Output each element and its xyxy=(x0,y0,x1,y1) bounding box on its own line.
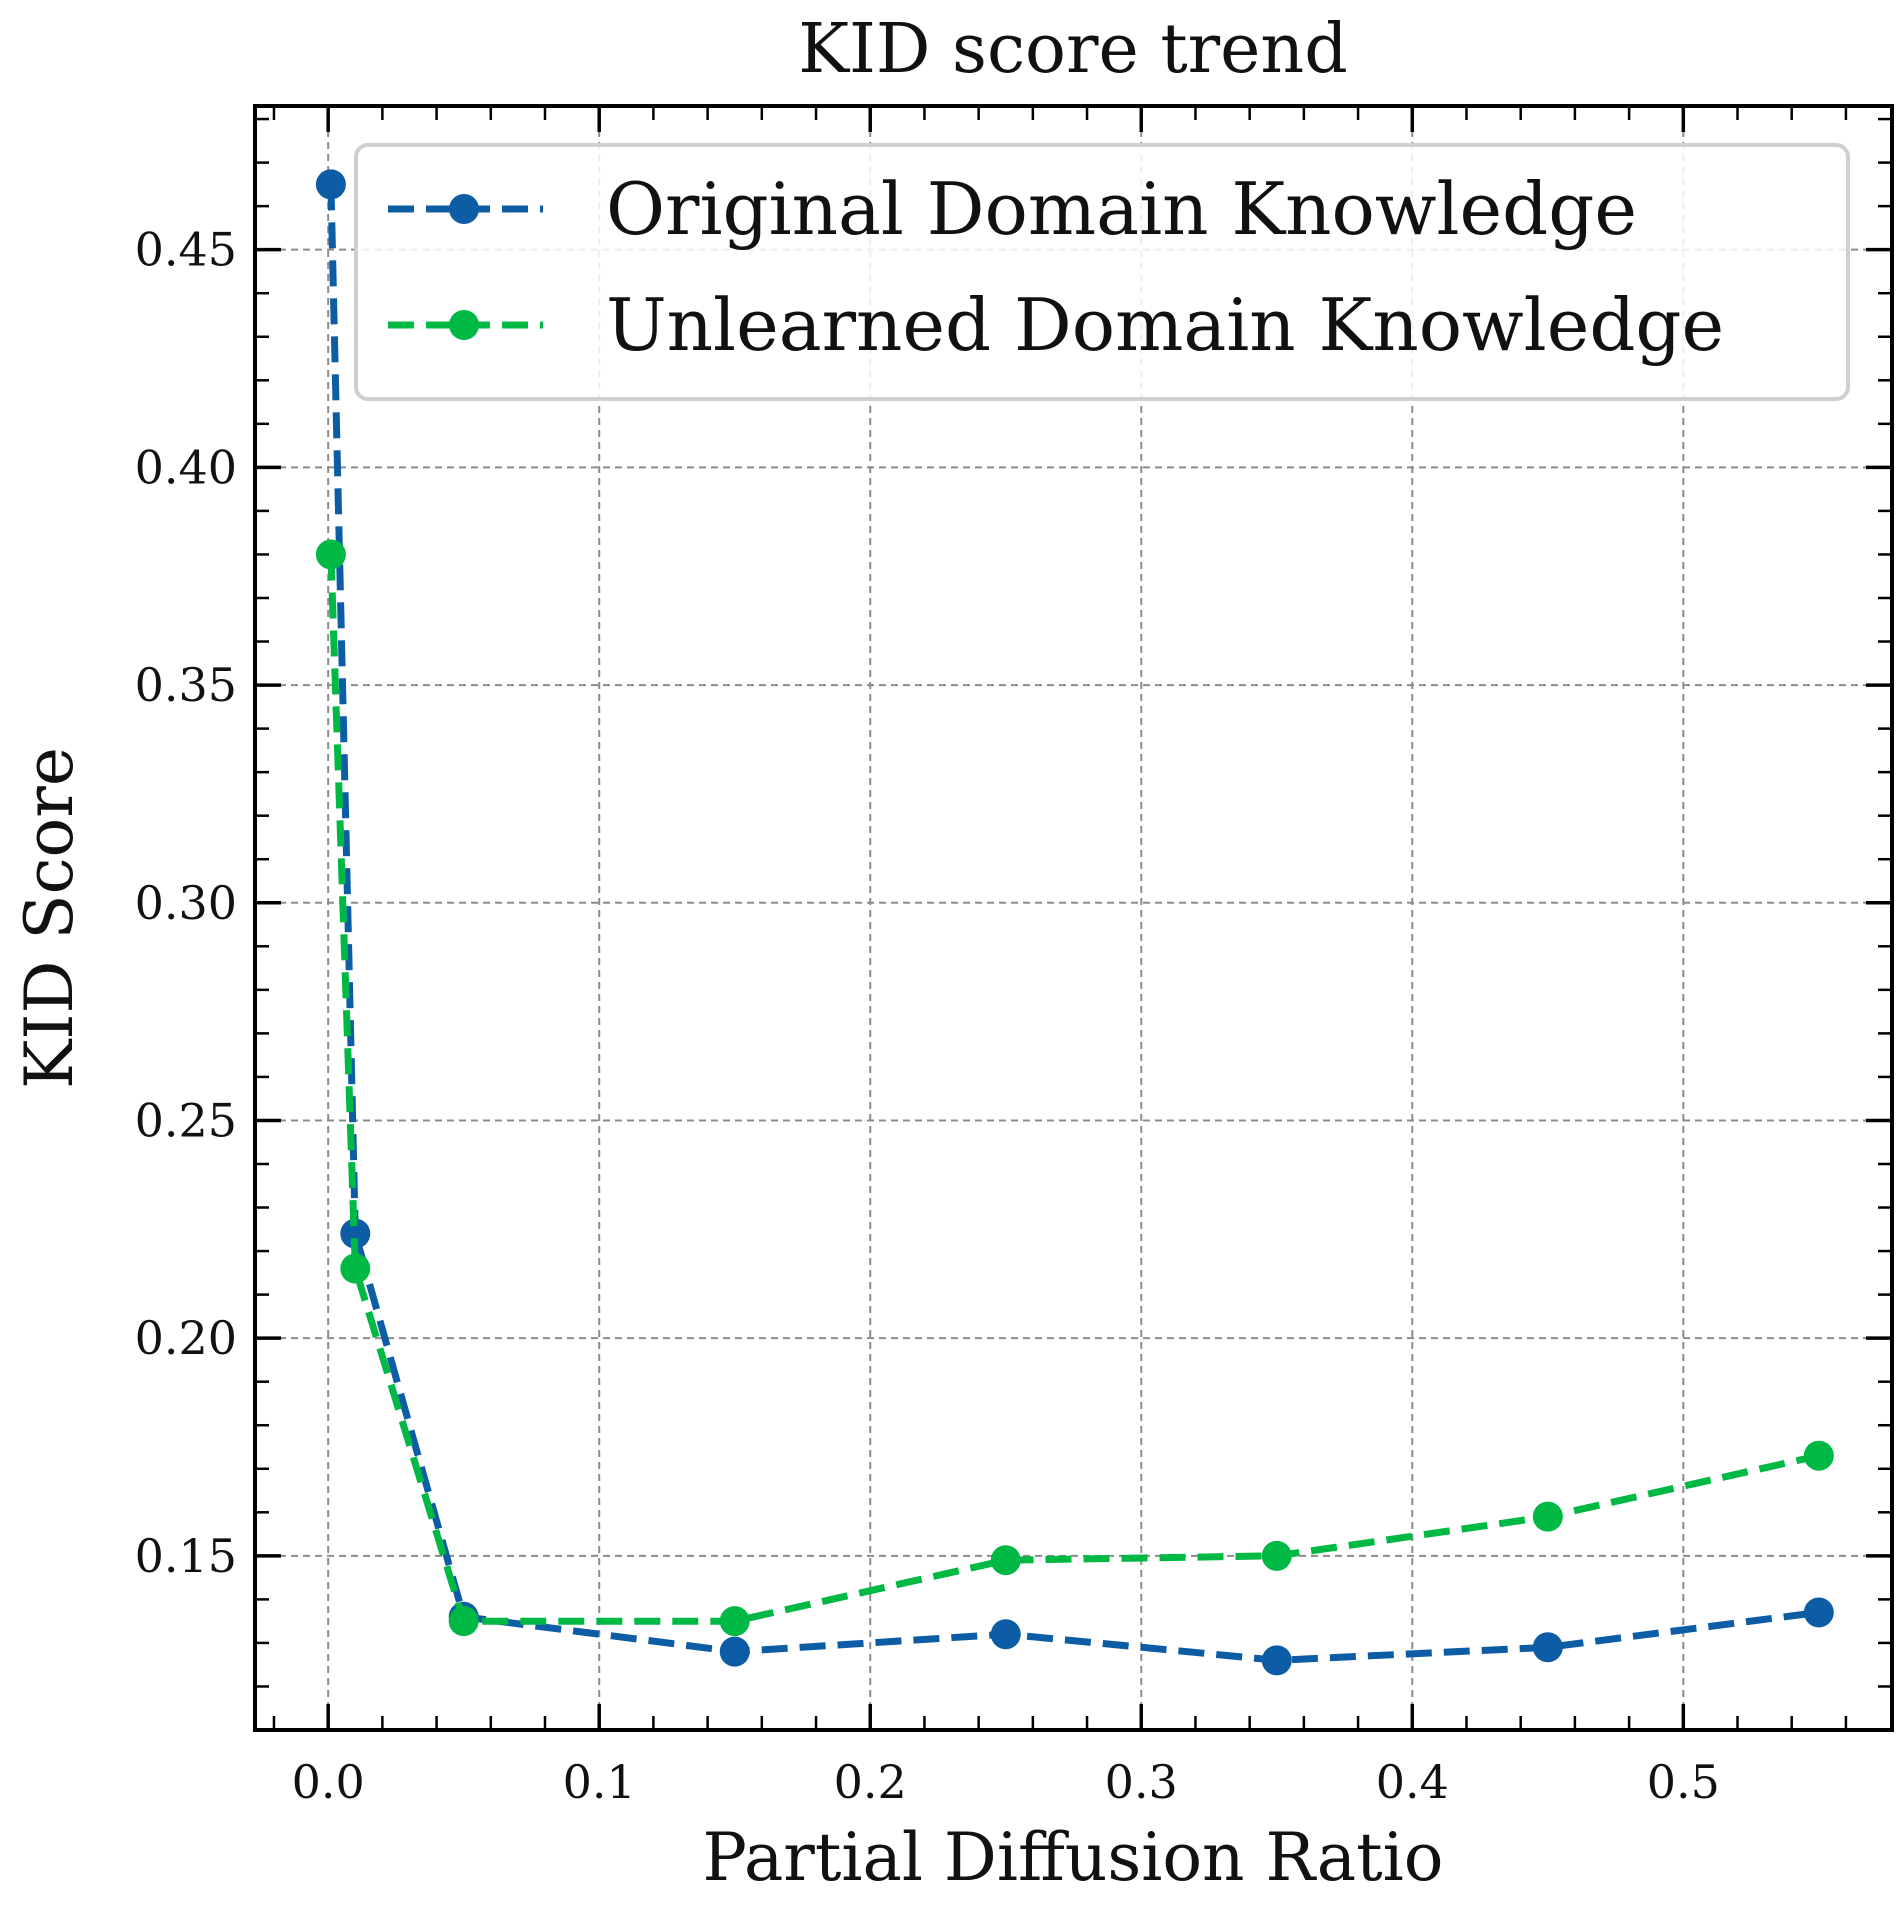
y-tick-label: 0.20 xyxy=(135,1311,237,1365)
original-domain-knowledge-line xyxy=(327,184,1820,1664)
axis-ticks xyxy=(255,106,1892,1732)
legend-marker-unlearned-domain-knowledge xyxy=(449,310,479,340)
original-domain-knowledge-point xyxy=(315,169,346,200)
unlearned-domain-knowledge-point xyxy=(340,1253,371,1284)
original-domain-knowledge-point xyxy=(990,1619,1021,1650)
unlearned-domain-knowledge-point xyxy=(1803,1440,1834,1471)
original-domain-knowledge-point xyxy=(340,1218,371,1249)
y-tick-label: 0.15 xyxy=(135,1529,237,1583)
unlearned-domain-knowledge-point xyxy=(1532,1501,1563,1532)
x-tick-label: 0.2 xyxy=(834,1755,907,1809)
unlearned-domain-knowledge-line xyxy=(327,554,1820,1625)
legend: Original Domain Knowledge Unlearned Domai… xyxy=(354,143,1850,401)
y-tick-label: 0.30 xyxy=(135,876,237,930)
y-tick-label: 0.40 xyxy=(135,440,237,494)
legend-box xyxy=(354,143,1850,401)
unlearned-domain-knowledge-point xyxy=(990,1545,1021,1576)
unlearned-domain-knowledge-point xyxy=(448,1606,479,1637)
y-axis-label: KID Score xyxy=(11,747,88,1089)
x-tick-label: 0.5 xyxy=(1647,1755,1720,1809)
y-tick-label: 0.35 xyxy=(135,658,237,712)
x-tick-labels: 0.0 0.1 0.2 0.3 0.4 0.5 xyxy=(292,1755,1720,1809)
original-domain-knowledge-point xyxy=(719,1636,750,1667)
plot-frame xyxy=(253,104,1894,1732)
y-tick-labels: 0.15 0.20 0.25 0.30 0.35 0.40 0.45 xyxy=(135,223,237,1583)
legend-label-original-domain-knowledge: Original Domain Knowledge xyxy=(606,167,1637,251)
original-domain-knowledge-point xyxy=(1803,1597,1834,1628)
x-tick-label: 0.3 xyxy=(1105,1755,1178,1809)
unlearned-domain-knowledge-point xyxy=(719,1606,750,1637)
x-axis-label: Partial Diffusion Ratio xyxy=(703,1819,1444,1896)
original-domain-knowledge-point xyxy=(1261,1645,1292,1676)
original-domain-knowledge-point xyxy=(1532,1632,1563,1663)
x-tick-label: 0.1 xyxy=(563,1755,636,1809)
x-tick-label: 0.4 xyxy=(1376,1755,1449,1809)
data-series xyxy=(315,169,1834,1676)
legend-marker-original-domain-knowledge xyxy=(449,194,479,224)
legend-label-unlearned-domain-knowledge: Unlearned Domain Knowledge xyxy=(606,283,1724,367)
unlearned-domain-knowledge-point xyxy=(1261,1540,1292,1571)
x-tick-label: 0.0 xyxy=(292,1755,365,1809)
chart-title: KID score trend xyxy=(798,10,1347,89)
unlearned-domain-knowledge-point xyxy=(315,539,346,570)
y-tick-label: 0.45 xyxy=(135,223,237,277)
y-tick-label: 0.25 xyxy=(135,1093,237,1147)
